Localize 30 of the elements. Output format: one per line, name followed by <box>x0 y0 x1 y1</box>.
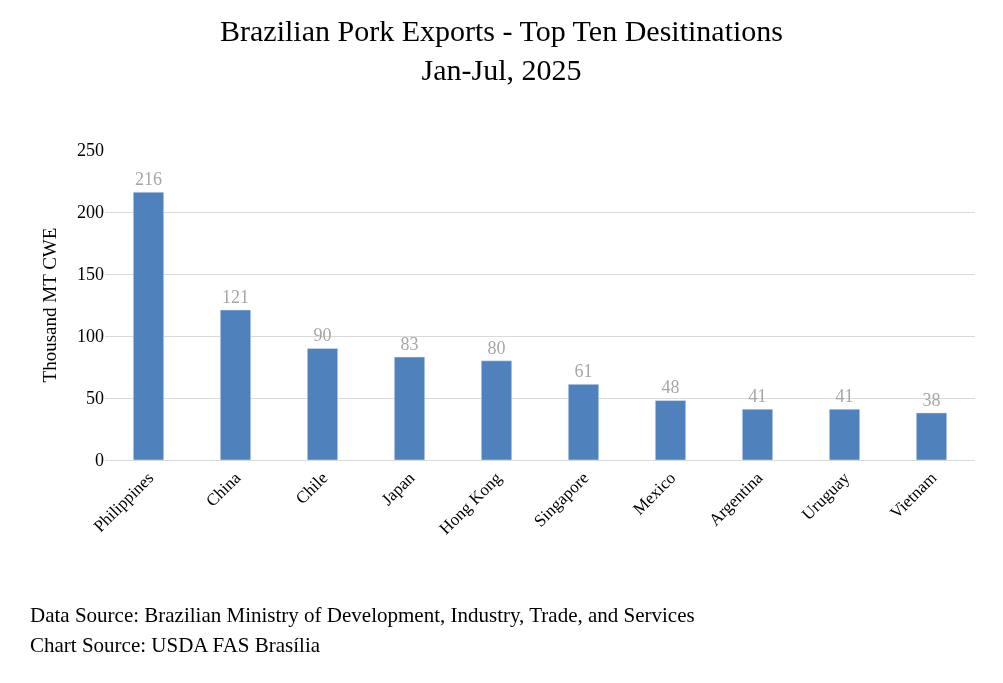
data-label: 90 <box>313 325 332 346</box>
data-label: 80 <box>487 337 506 358</box>
y-tick-label: 200 <box>77 202 104 223</box>
data-label: 41 <box>835 386 854 407</box>
source-note: Data Source: Brazilian Ministry of Development, Industry, Trade, and Services <box>30 603 695 627</box>
data-label: 48 <box>661 377 680 398</box>
chart-title: Brazilian Pork Exports - Top Ten Desitinations Jan-Jul, 2025 <box>220 13 783 86</box>
data-label: 83 <box>400 334 419 355</box>
y-tick-label: 0 <box>95 450 104 471</box>
bar <box>133 191 164 460</box>
data-label: 121 <box>222 286 249 307</box>
data-label: 61 <box>574 361 593 382</box>
bar <box>481 360 512 460</box>
bar <box>220 309 251 460</box>
bar <box>829 408 860 460</box>
data-label: 216 <box>135 169 163 190</box>
bar <box>394 356 425 460</box>
bar <box>742 408 773 460</box>
y-tick-label: 250 <box>77 140 104 161</box>
bar <box>655 400 686 460</box>
bar <box>568 384 599 460</box>
bar <box>307 348 338 460</box>
data-label: 41 <box>748 386 767 407</box>
data-label: 38 <box>922 389 941 410</box>
y-tick-label: 150 <box>77 264 104 285</box>
text: Chart Source: USDA FAS Brasília <box>30 633 321 657</box>
y-tick-label: 100 <box>77 326 104 347</box>
y-axis-title: Thousand MT CWE <box>38 227 60 383</box>
y-tick-label: 50 <box>86 388 104 409</box>
bar <box>916 412 947 460</box>
